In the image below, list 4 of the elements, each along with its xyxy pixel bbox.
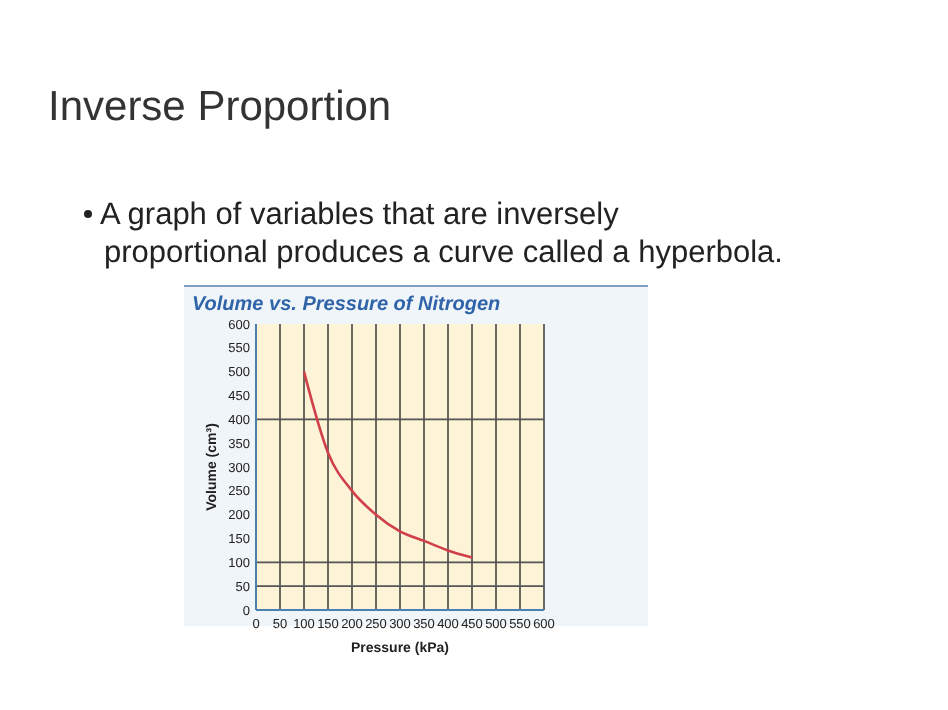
line-series <box>302 370 474 559</box>
text: Inverse Proportion <box>48 84 392 130</box>
chart-title: Volume vs. Pressure of Nitrogen <box>192 294 501 316</box>
text: A graph of variables that are inversely proportional produces a curve called a hyperbola. <box>100 198 783 270</box>
